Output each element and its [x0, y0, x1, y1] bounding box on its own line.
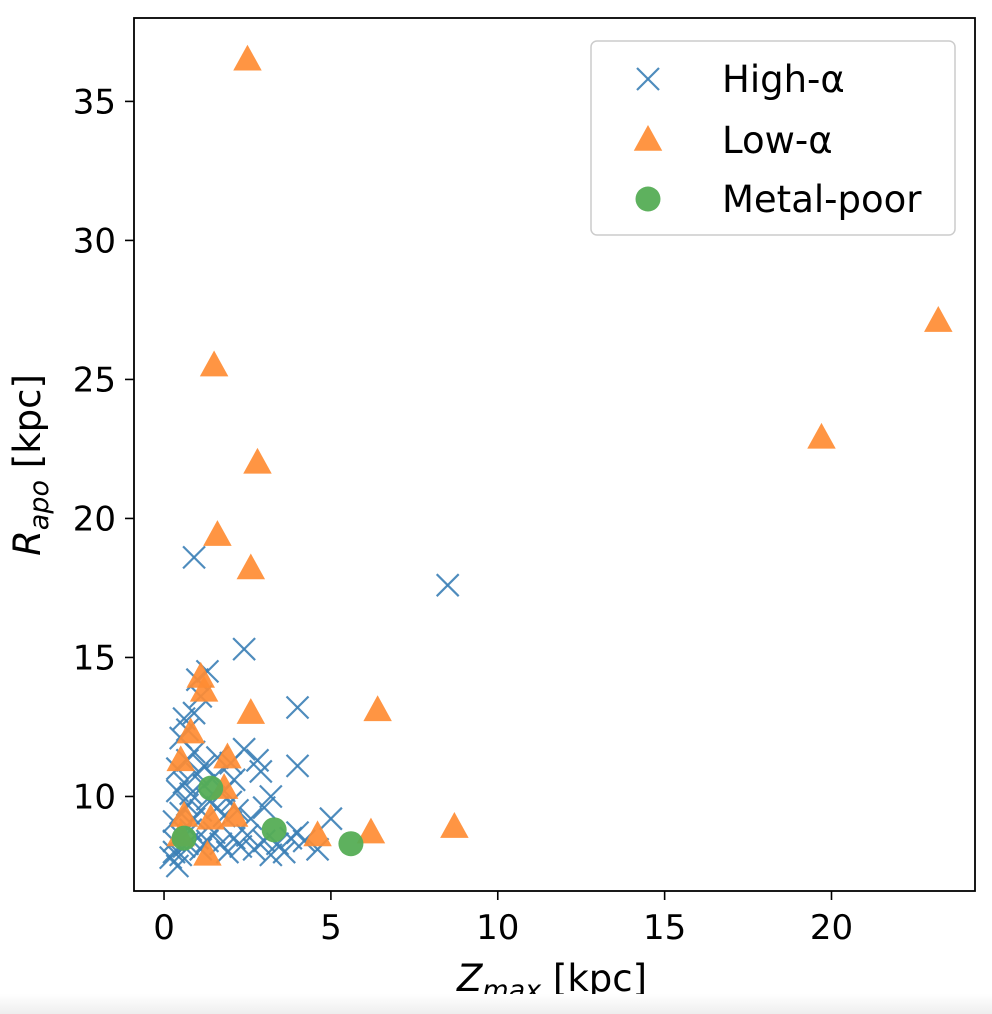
data-point-triangle: [166, 745, 195, 772]
x-tick-label: 0: [153, 908, 175, 948]
y-tick-label: 35: [73, 82, 116, 122]
data-point-triangle: [199, 350, 229, 377]
data-point-x: [232, 737, 256, 761]
x-axis: 0 5 10 15 20: [153, 891, 853, 948]
data-point-x: [215, 840, 240, 864]
data-point-triangle: [169, 800, 199, 827]
data-point-x: [272, 840, 296, 864]
x-tick-label: 15: [643, 908, 686, 948]
data-point-x: [252, 795, 276, 820]
data-point-triangle: [176, 717, 205, 744]
data-point-triangle: [440, 812, 469, 838]
legend-entry: Metal-poor: [635, 178, 922, 221]
data-point-triangle: [356, 817, 386, 844]
window-bottom-edge: [0, 994, 992, 1014]
y-tick-label: 15: [73, 638, 116, 678]
data-point-triangle: [203, 520, 232, 546]
data-point-triangle: [363, 695, 392, 722]
data-point-triangle: [196, 803, 226, 830]
data-point-circle: [171, 825, 197, 851]
data-point-triangle: [924, 306, 953, 332]
legend-label: High-α: [722, 58, 845, 101]
data-point-x: [285, 695, 310, 720]
y-tick-label: 20: [73, 499, 116, 539]
x-tick-label: 10: [476, 908, 519, 948]
legend-marker-circle: [635, 186, 661, 212]
data-point-triangle: [193, 839, 222, 866]
data-point-x: [245, 748, 270, 773]
data-point-triangle: [807, 422, 836, 449]
data-point-x: [232, 637, 256, 661]
data-point-triangle: [219, 800, 249, 827]
data-point-triangle: [303, 820, 332, 847]
y-tick-label: 30: [73, 221, 116, 261]
y-tick-label: 10: [73, 777, 116, 817]
legend-entry: Low-α: [633, 119, 833, 162]
x-tick-label: 20: [810, 908, 853, 948]
data-point-circle: [261, 817, 287, 843]
data-point-x: [172, 770, 196, 795]
data-point-triangle: [243, 447, 272, 474]
series-circle: [171, 775, 364, 857]
legend-box: [590, 40, 956, 236]
data-point-triangle: [186, 661, 215, 688]
data-point-x: [285, 754, 310, 778]
data-point-x: [435, 573, 460, 597]
legend-label: Low-α: [722, 119, 833, 162]
data-point-circle: [338, 831, 364, 857]
data-point-x: [178, 781, 203, 806]
plot-area: [158, 44, 953, 878]
legend-marker-triangle: [633, 125, 663, 151]
data-point-x: [242, 837, 266, 862]
data-point-x: [259, 784, 283, 809]
data-point-x: [319, 806, 343, 831]
y-axis: 10 15 20 25 30 35: [73, 82, 134, 817]
data-point-triangle: [236, 698, 266, 724]
data-point-triangle: [233, 44, 262, 71]
data-point-triangle: [189, 675, 219, 702]
legend-entry: High-α: [636, 58, 845, 101]
legend-marker-x: [636, 67, 660, 91]
y-tick-label: 25: [73, 360, 116, 400]
data-point-x: [182, 545, 206, 570]
data-point-triangle: [213, 742, 242, 769]
data-point-x: [182, 701, 206, 725]
y-axis-label: Rapo [kpc]: [6, 374, 55, 556]
axes-frame: [133, 17, 976, 892]
data-point-triangle: [236, 553, 266, 580]
data-point-x: [192, 754, 216, 778]
data-point-circle: [198, 775, 224, 801]
x-tick-label: 5: [320, 908, 342, 948]
legend: High-α Low-α Metal-poor: [590, 40, 956, 236]
legend-label: Metal-poor: [722, 178, 922, 221]
